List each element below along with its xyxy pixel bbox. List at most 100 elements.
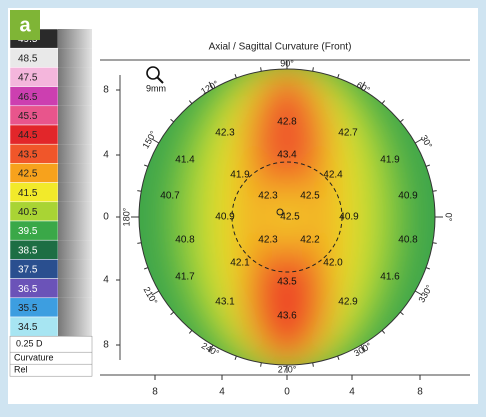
map-value: 42.5 — [300, 191, 320, 202]
ring-tick — [151, 290, 160, 296]
magnifier-icon — [146, 66, 160, 80]
scale-label: 38.5 — [18, 245, 38, 256]
scale-shade — [58, 182, 92, 202]
map-value: 43.5 — [277, 277, 297, 288]
y-tick-label: 4 — [103, 275, 109, 286]
ring-tick — [234, 73, 237, 79]
map-value: 42.7 — [338, 128, 358, 139]
map-value: 42.8 — [277, 117, 297, 128]
map-value: 41.9 — [380, 155, 400, 166]
map-value: 41.6 — [380, 272, 400, 283]
map-value: 42.0 — [323, 258, 343, 269]
scale-shade — [58, 125, 92, 145]
scale-shade — [58, 240, 92, 260]
ring-tick — [414, 138, 423, 144]
ring-tick — [208, 81, 214, 90]
ring-tick — [381, 100, 386, 104]
map-value: 40.8 — [398, 235, 418, 246]
map-value: 42.9 — [338, 297, 358, 308]
ring-tick — [143, 164, 149, 167]
scale-label: 39.5 — [18, 226, 38, 237]
ring-tick — [260, 362, 262, 367]
map-value: 43.4 — [277, 150, 297, 161]
scale-label: 35.5 — [18, 303, 38, 314]
map-fill — [139, 69, 435, 365]
scale-label: 36.5 — [18, 284, 38, 295]
ring-tick — [425, 164, 431, 167]
ring-tick — [360, 344, 366, 353]
ring-tick — [260, 67, 262, 72]
ring-tick — [208, 344, 214, 353]
map-value: 40.9 — [339, 212, 359, 223]
magnifier-handle — [156, 76, 164, 84]
map-value: 40.9 — [215, 212, 235, 223]
map-value: 40.9 — [398, 191, 418, 202]
map-value: 41.4 — [175, 155, 195, 166]
ring-tick — [143, 267, 149, 270]
x-tick-label: 0 — [284, 387, 290, 398]
y-tick-label: 8 — [103, 340, 109, 351]
scale-label: 44.5 — [18, 130, 38, 141]
angle-label: 180° — [121, 207, 131, 226]
map-value: 41.9 — [230, 170, 250, 181]
ring-tick — [312, 362, 314, 367]
ring-tick — [400, 118, 404, 123]
map-value: 40.8 — [175, 235, 195, 246]
ring-tick — [170, 311, 174, 316]
magnifier-label: 9mm — [146, 83, 166, 93]
ring-tick — [337, 355, 340, 361]
ring-tick — [360, 81, 366, 90]
scale-footer — [9, 335, 93, 377]
ring-tick — [432, 242, 437, 244]
map-value: 41.7 — [175, 272, 195, 283]
scale-caption: Curvature — [14, 353, 54, 363]
panel-label: a — [19, 14, 31, 36]
scale-shade — [58, 278, 92, 298]
map-value: 40.7 — [160, 191, 180, 202]
scale-label: 37.5 — [18, 265, 38, 276]
ring-tick — [188, 100, 193, 104]
map-value: 42.3 — [258, 191, 278, 202]
map-value: 42.2 — [300, 235, 320, 246]
y-tick-label: 4 — [103, 150, 109, 161]
x-tick-label: 4 — [349, 387, 355, 398]
map-value: 42.3 — [215, 128, 235, 139]
map-value: 43.6 — [277, 311, 297, 322]
scale-label: 46.5 — [18, 92, 38, 103]
ring-tick — [170, 118, 174, 123]
scale-label: 34.5 — [18, 322, 38, 333]
y-tick-label: 0 — [103, 212, 109, 223]
map-title: Axial / Sagittal Curvature (Front) — [209, 42, 352, 53]
map-value: 42.3 — [258, 235, 278, 246]
center-marker — [276, 208, 284, 216]
scale-label: 47.5 — [18, 73, 38, 84]
scale-shade — [58, 29, 92, 49]
scale-shade — [58, 297, 92, 317]
x-tick-label: 4 — [219, 387, 225, 398]
x-tick-label: 8 — [417, 387, 423, 398]
color-scale: 49.548.547.546.545.544.543.542.541.540.5… — [9, 28, 93, 377]
x-tick-label: 8 — [152, 387, 158, 398]
angle-label: 270° — [278, 364, 297, 374]
map-value: 42.4 — [323, 170, 343, 181]
ring-tick — [337, 73, 340, 79]
scale-label: 42.5 — [18, 169, 38, 180]
scale-label: 41.5 — [18, 188, 38, 199]
scale-shade — [58, 163, 92, 183]
map-value: 42.1 — [230, 258, 250, 269]
scale-shade — [58, 105, 92, 125]
ring-tick — [234, 355, 237, 361]
ring-tick — [137, 190, 142, 192]
map-value: 42.5 — [280, 212, 300, 223]
scale-label: 48.5 — [18, 53, 38, 64]
ring-tick — [312, 67, 314, 72]
ring-tick — [400, 311, 404, 316]
angle-label: 90° — [280, 58, 294, 68]
ring-tick — [188, 330, 193, 334]
ring-tick — [425, 267, 431, 270]
scale-step: 0.25 D — [16, 339, 43, 349]
scale-shade — [58, 144, 92, 164]
scale-shade — [58, 48, 92, 68]
